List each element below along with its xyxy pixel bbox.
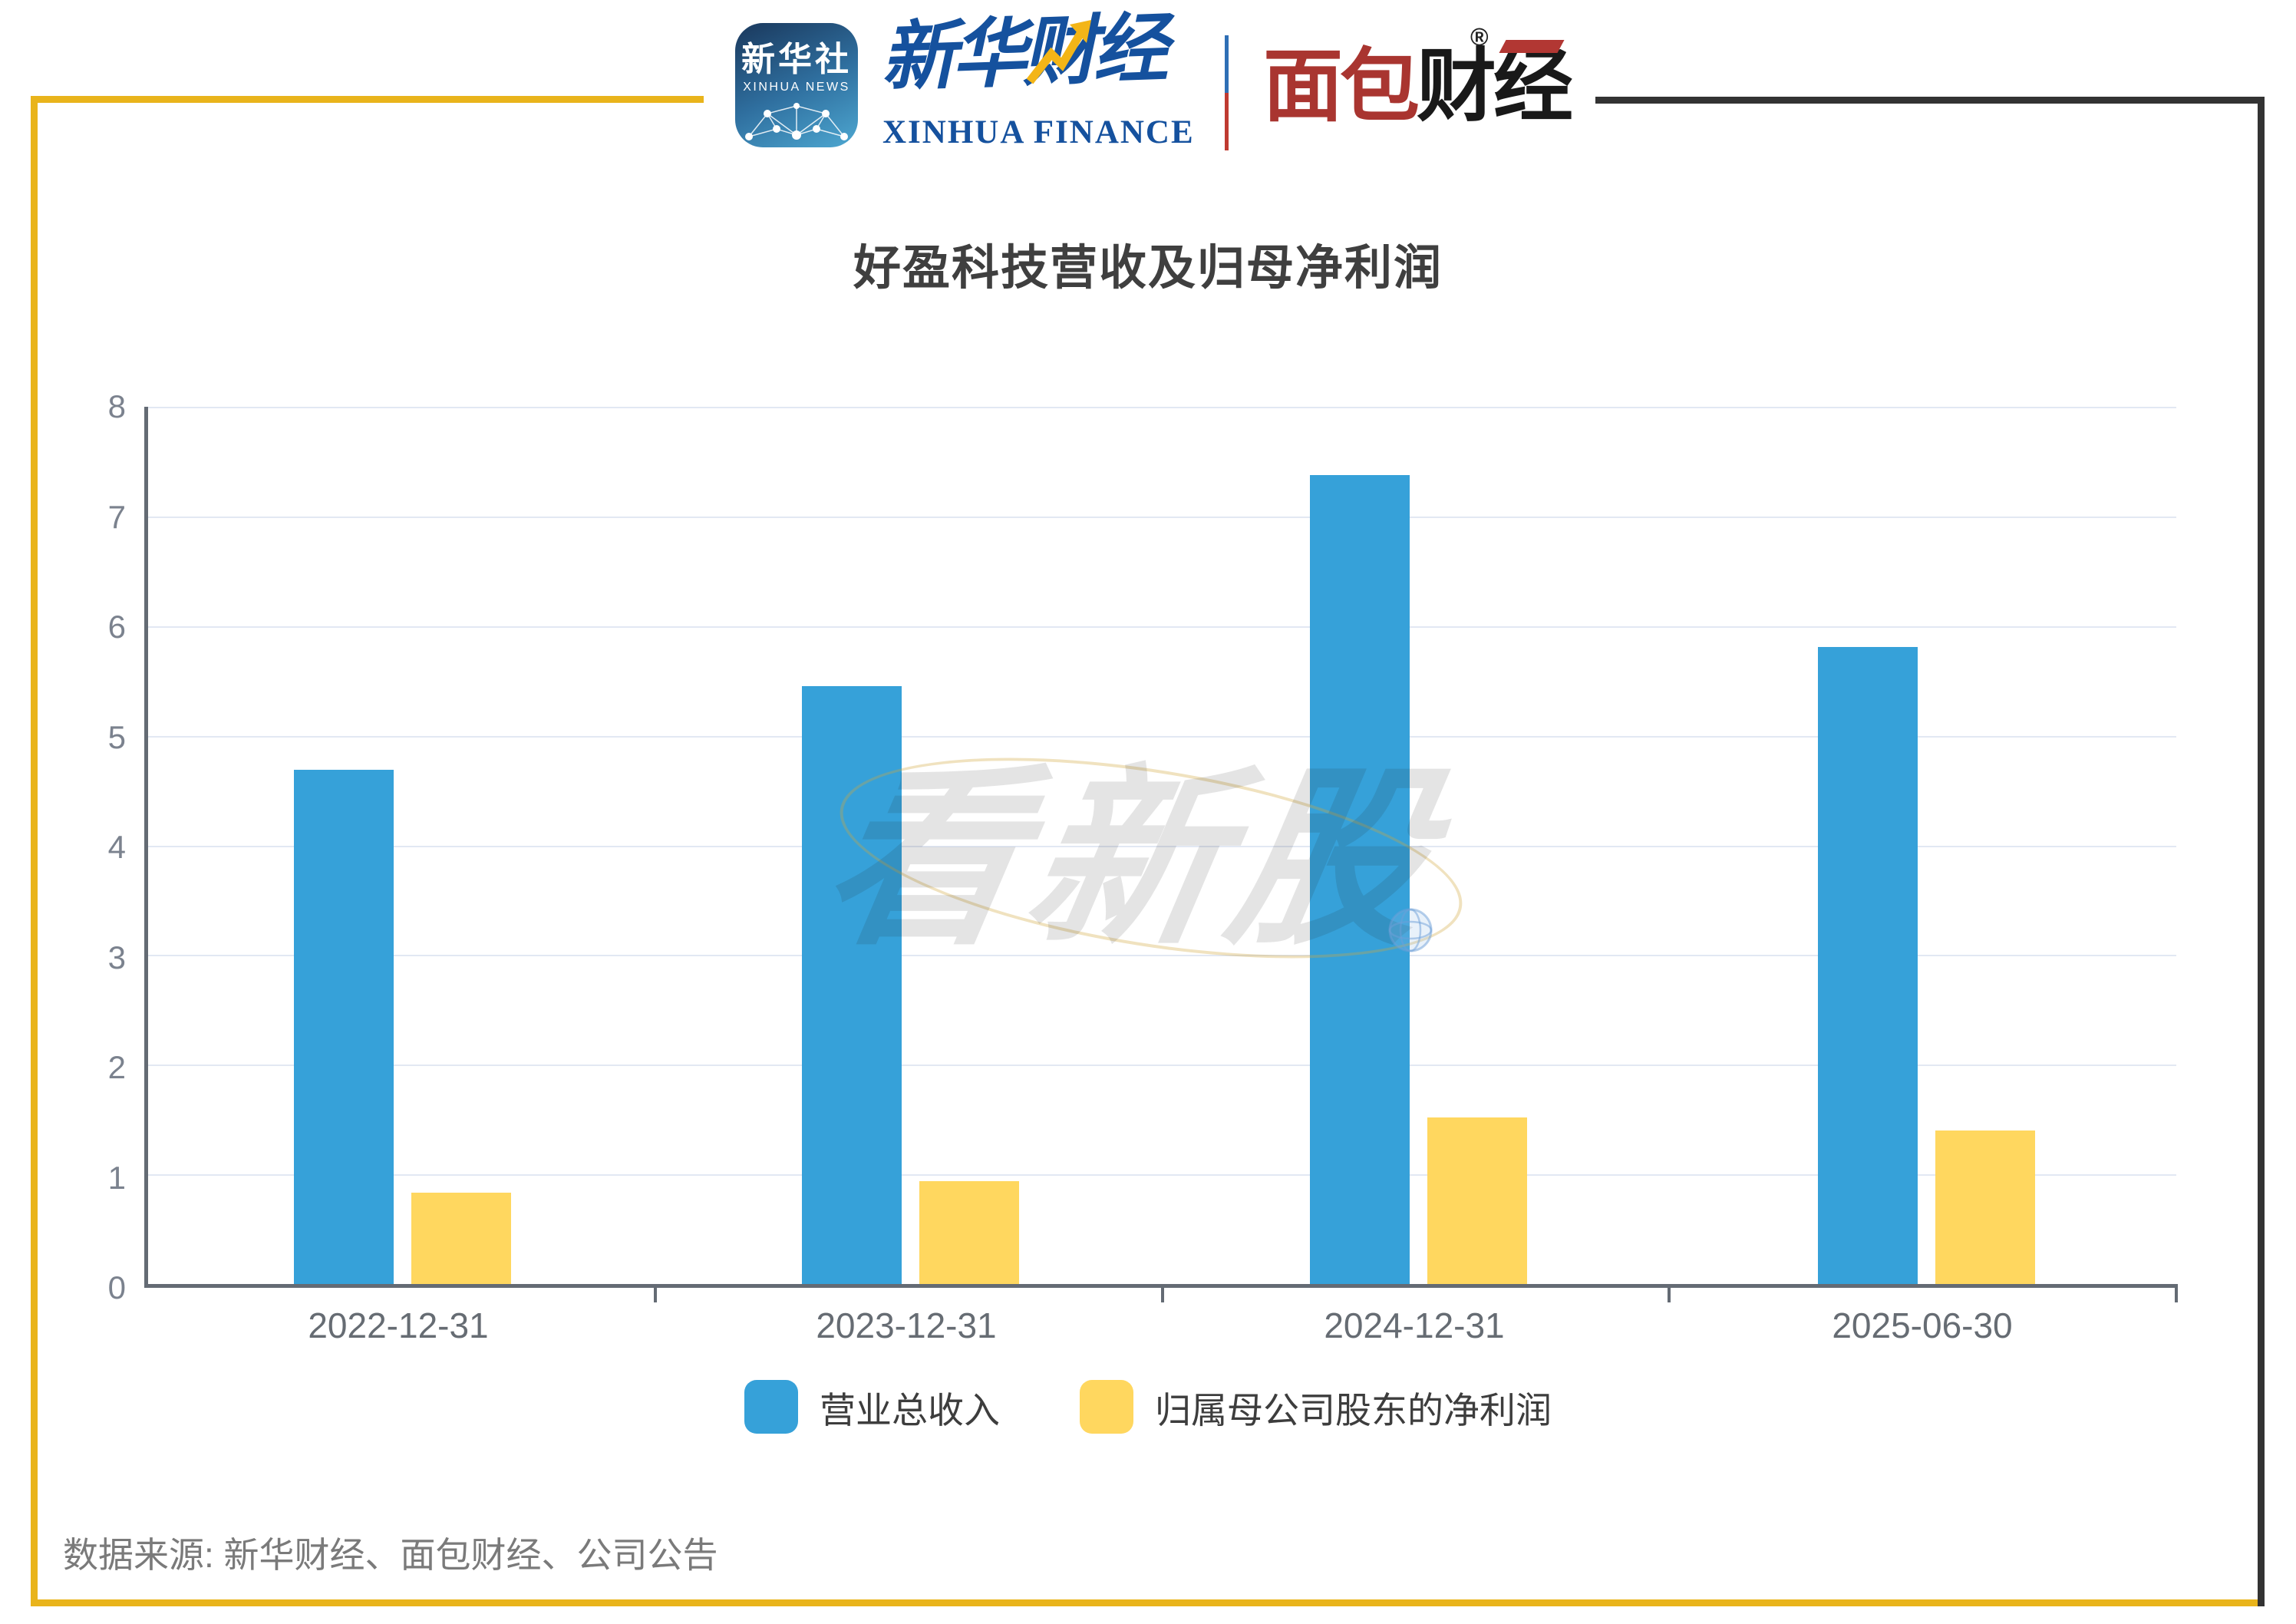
x-category-label-2025-06-30: 2025-06-30 [1832,1305,2013,1345]
legend-label: 营业总收入 [820,1389,1000,1431]
gridline-y-8 [148,407,2176,408]
y-tick-label-6: 6 [107,609,126,645]
frame-left-border [31,96,38,1606]
x-axis-tick-4 [2175,1284,2178,1302]
legend-swatch-blue [744,1380,798,1434]
bar-net-profit-2023-12-31[interactable] [919,1180,1019,1284]
chart-legend: 营业总收入 归属母公司股东的净利润 [0,1380,2296,1434]
gridline-y-7 [148,516,2176,518]
breadfinance-logo: 面包 财经 [1263,37,1573,137]
xinhua-finance-logo: 新华财经 XINHUA FINANCE [879,5,1193,153]
x-axis-labels: 2022-12-31 2023-12-31 2024-12-31 2025-06-30 [144,1305,2176,1351]
frame-bottom-border [31,1599,2265,1606]
xinhua-news-icon-label-cn: 新华社 [741,41,852,78]
x-category-label-2023-12-31: 2023-12-31 [816,1305,997,1345]
xinhua-news-app-icon: 新华社 XINHUA NEWS [735,23,858,147]
gridline-y-1 [148,1174,2176,1177]
logo-divider-line [1225,35,1229,150]
y-tick-label-8: 8 [107,388,126,424]
breadfinance-wordmark-red: 面包 [1263,42,1420,131]
legend-item-revenue[interactable]: 营业总收入 [744,1380,1000,1434]
network-constellation-icon [745,103,848,140]
bar-revenue-2023-12-31[interactable] [801,686,902,1284]
gridline-y-3 [148,955,2176,957]
xinhua-finance-en-wordmark: XINHUA FINANCE [882,114,1195,150]
gridline-y-5 [148,735,2176,738]
bar-revenue-2025-06-30[interactable] [1817,646,1918,1284]
gridline-y-6 [148,626,2176,628]
y-tick-label-1: 1 [107,1159,126,1196]
x-category-label-2024-12-31: 2024-12-31 [1324,1305,1505,1345]
data-source-note: 数据来源: 新华财经、面包财经、公司公告 [63,1535,718,1575]
y-tick-label-7: 7 [107,498,126,535]
chart-title: 好盈科技营收及归母净利润 [853,242,1443,295]
gridline-y-2 [148,1065,2176,1067]
x-axis-tick-1 [653,1284,657,1302]
bar-revenue-2024-12-31[interactable] [1309,474,1410,1284]
x-category-label-2022-12-31: 2022-12-31 [308,1305,489,1345]
bar-net-profit-2022-12-31[interactable] [411,1193,511,1284]
bar-revenue-2022-12-31[interactable] [293,769,394,1284]
y-tick-label-5: 5 [107,718,126,755]
plot-area [144,407,2178,1302]
breadfinance-red-accent [1499,40,1565,53]
breadfinance-wordmark-black: 财经 [1417,42,1573,131]
y-tick-label-0: 0 [107,1269,126,1305]
legend-label: 归属母公司股东的净利润 [1155,1389,1552,1431]
y-tick-label-2: 2 [107,1049,126,1085]
legend-item-net-profit[interactable]: 归属母公司股东的净利润 [1080,1380,1552,1434]
y-tick-label-3: 3 [107,939,126,975]
frame-top-left-border [31,96,704,103]
y-axis-labels: 0 1 2 3 4 5 6 7 8 [46,388,126,1305]
y-tick-label-4: 4 [107,829,126,865]
frame-top-right-border [1595,97,2265,104]
registered-trademark-icon: ® [1470,23,1489,51]
x-axis-tick-2 [1160,1284,1164,1302]
x-axis-tick-3 [1668,1284,1671,1302]
legend-swatch-yellow [1080,1380,1133,1434]
xinhua-news-icon-label-en: XINHUA NEWS [743,81,850,94]
gridline-y-4 [148,845,2176,847]
bar-net-profit-2024-12-31[interactable] [1427,1117,1527,1284]
rising-arrow-icon [1026,20,1091,84]
bar-net-profit-2025-06-30[interactable] [1935,1130,2035,1284]
frame-right-border [2258,97,2265,1606]
